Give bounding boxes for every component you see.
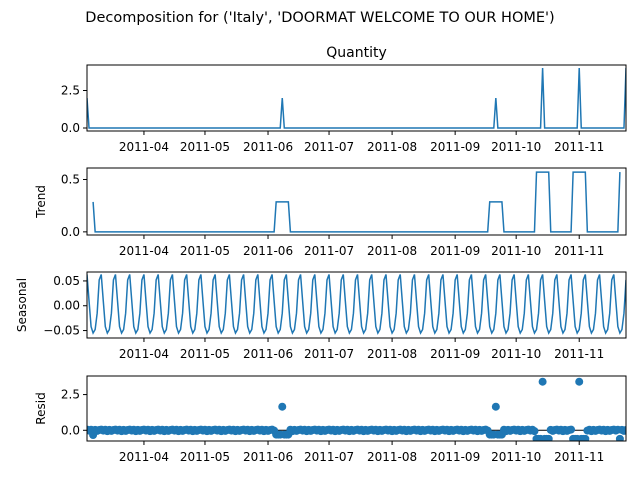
resid-xtick-label: 2011-07 xyxy=(304,450,354,464)
trend-xtick-label: 2011-07 xyxy=(304,244,354,258)
resid-point xyxy=(567,425,576,434)
trend-xtick-label: 2011-11 xyxy=(554,244,604,258)
seasonal-xtick-label: 2011-09 xyxy=(430,347,480,361)
observed-xtick-label: 2011-11 xyxy=(554,140,604,154)
trend-xtick-label: 2011-05 xyxy=(180,244,230,258)
resid-xtick-label: 2011-06 xyxy=(243,450,293,464)
seasonal-ytick-label: 0.05 xyxy=(53,274,80,288)
seasonal-xtick-label: 2011-06 xyxy=(243,347,293,361)
figure-title: Decomposition for ('Italy', 'DOORMAT WEL… xyxy=(85,10,554,26)
trend-ylabel: Trend xyxy=(34,185,48,219)
trend-xtick-label: 2011-09 xyxy=(430,244,480,258)
resid-point xyxy=(622,426,626,434)
seasonal-ylabel: Seasonal xyxy=(15,278,29,332)
resid-ytick-label: 2.5 xyxy=(61,388,80,402)
resid-ytick-label: 0.0 xyxy=(61,423,80,437)
seasonal-plot-area xyxy=(87,274,626,335)
observed-ytick-label: 2.5 xyxy=(61,84,80,98)
trend-ytick-label: 0.0 xyxy=(61,225,80,239)
resid-axes-frame xyxy=(86,375,627,442)
observed-ytick-label: 0.0 xyxy=(61,121,80,135)
resid-plot-area xyxy=(87,377,626,441)
trend-xtick-label: 2011-04 xyxy=(119,244,169,258)
seasonal-xtick-label: 2011-11 xyxy=(554,347,604,361)
panel-seasonal: −0.05 0.00 0.05 2011-04 2011-05 2011-06 2011-0… xyxy=(15,271,627,361)
panel-trend: 0.0 0.5 2011-04 2011-05 2011-06 2011-07 2011-0… xyxy=(34,167,627,258)
seasonal-xtick-label: 2011-04 xyxy=(119,347,169,361)
resid-ylabel: Resid xyxy=(34,392,48,424)
resid-point xyxy=(581,434,590,441)
seasonal-axes-frame xyxy=(86,271,627,339)
resid-xtick-label: 2011-04 xyxy=(119,450,169,464)
trend-xtick-label: 2011-06 xyxy=(243,244,293,258)
trend-axes-frame xyxy=(86,167,627,236)
observed-plot-area xyxy=(87,67,626,129)
observed-xtick-label: 2011-10 xyxy=(491,140,541,154)
resid-point xyxy=(530,427,539,436)
resid-point xyxy=(491,402,500,411)
trend-xtick-label: 2011-10 xyxy=(491,244,541,258)
seasonal-series-line xyxy=(87,274,626,335)
resid-point xyxy=(538,377,547,386)
resid-xtick-label: 2011-11 xyxy=(554,450,604,464)
panel-resid: 0.0 2.5 2011-04 2011-05 2011-06 2011-07 2011-0… xyxy=(34,375,627,464)
seasonal-xtick-label: 2011-07 xyxy=(304,347,354,361)
resid-xtick-label: 2011-10 xyxy=(491,450,541,464)
observed-xtick-label: 2011-08 xyxy=(367,140,417,154)
resid-point xyxy=(615,434,624,441)
observed-xtick-label: 2011-06 xyxy=(243,140,293,154)
seasonal-ytick-label: 0.00 xyxy=(53,299,80,313)
seasonal-xtick-label: 2011-10 xyxy=(491,347,541,361)
trend-xtick-label: 2011-08 xyxy=(367,244,417,258)
resid-xtick-label: 2011-09 xyxy=(430,450,480,464)
seasonal-ytick-label: −0.05 xyxy=(43,324,80,338)
resid-point xyxy=(278,402,287,411)
trend-plot-area xyxy=(92,171,621,233)
panels-group: 0.0 2.5 2011-04 2011-05 2011-06 2011-07 2011-0… xyxy=(15,45,627,464)
observed-xtick-label: 2011-05 xyxy=(180,140,230,154)
observed-xtick-label: 2011-04 xyxy=(119,140,169,154)
seasonal-xtick-label: 2011-08 xyxy=(367,347,417,361)
observed-axes-frame xyxy=(86,64,627,132)
resid-point xyxy=(544,434,553,441)
panel-observed: 0.0 2.5 2011-04 2011-05 2011-06 2011-07 2011-0… xyxy=(61,45,627,154)
trend-series-line xyxy=(92,171,621,233)
observed-xtick-label: 2011-07 xyxy=(304,140,354,154)
resid-xtick-label: 2011-08 xyxy=(367,450,417,464)
trend-ytick-label: 0.5 xyxy=(61,173,80,187)
observed-xtick-label: 2011-09 xyxy=(430,140,480,154)
observed-series-line xyxy=(87,67,626,129)
resid-xtick-label: 2011-05 xyxy=(180,450,230,464)
observed-panel-title: Quantity xyxy=(326,45,387,61)
resid-point xyxy=(575,377,584,386)
seasonal-xtick-label: 2011-05 xyxy=(180,347,230,361)
